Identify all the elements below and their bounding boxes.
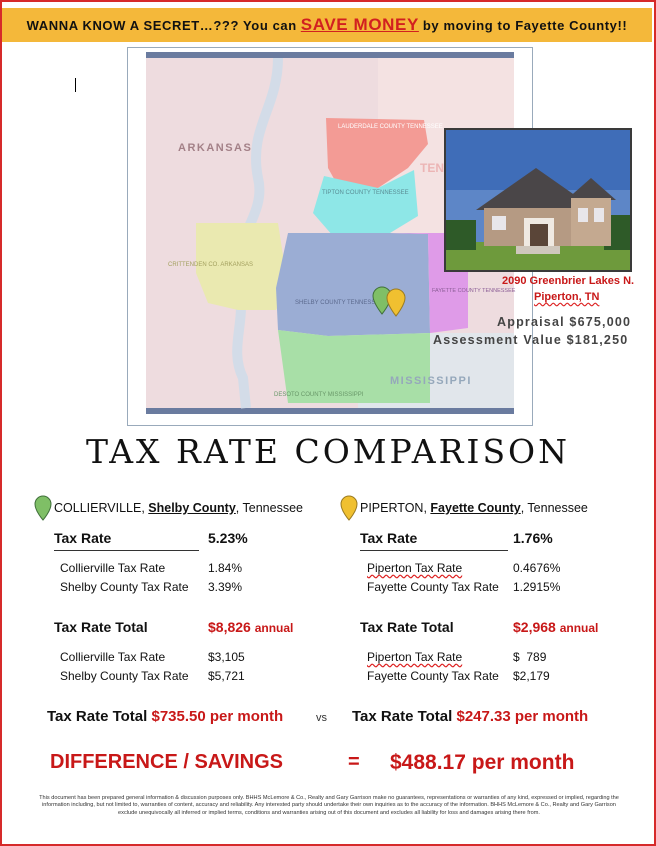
- right-monthly-total: Tax Rate Total $247.33 per month: [352, 708, 588, 725]
- equals-sign: =: [348, 751, 360, 773]
- label-shelby: SHELBY COUNTY TENNESSEE: [295, 300, 383, 306]
- label-tenn: TEN: [420, 161, 444, 175]
- house-image: [446, 130, 630, 270]
- left-monthly-value: $735.50 per month: [151, 708, 284, 725]
- banner-highlight: SAVE MONEY: [300, 15, 419, 34]
- address-line1: 2090 Greenbrier Lakes N.: [502, 275, 635, 287]
- left-rate-value-1: 1.84%: [208, 561, 243, 575]
- banner-suffix: by moving to Fayette County!!: [422, 17, 628, 33]
- right-amount-label-1-text: Piperton Tax Rate: [367, 650, 463, 664]
- right-amount-label-1: Piperton Tax Rate: [367, 650, 462, 664]
- page-title: TAX RATE COMPARISON: [85, 432, 570, 471]
- versus-label: vs: [316, 712, 327, 724]
- right-divider: [360, 550, 508, 551]
- left-county: Shelby County: [148, 501, 236, 515]
- right-rate-label-1: Piperton Tax Rate: [367, 561, 462, 575]
- left-rate-label-2: Shelby County Tax Rate: [60, 580, 189, 594]
- assessment-value: Assessment Value $181,250: [433, 333, 629, 347]
- label-desoto: DESOTO COUNTY MISSISSIPPI: [274, 392, 364, 398]
- right-rate-value-2: 1.2915%: [513, 580, 561, 594]
- right-amount-label-2: Fayette County Tax Rate: [367, 669, 499, 683]
- label-tipton: TIPTON COUNTY TENNESSEE: [322, 190, 409, 196]
- left-city: COLLIERVILLE,: [54, 501, 145, 515]
- address-line2: Piperton, TN: [534, 291, 600, 303]
- left-monthly-total: Tax Rate Total $735.50 per month: [47, 708, 283, 725]
- left-tax-rate-value: 5.23%: [208, 530, 248, 546]
- left-location: COLLIERVILLE, Shelby County, Tennessee: [34, 495, 303, 521]
- right-location: PIPERTON, Fayette County, Tennessee: [340, 495, 588, 521]
- text-cursor: [75, 78, 76, 92]
- left-amount-value-2: $5,721: [208, 669, 245, 683]
- left-total-label: Tax Rate Total: [54, 619, 148, 635]
- label-crittenden: CRITTENDEN CO. ARKANSAS: [168, 262, 253, 268]
- right-monthly-label: Tax Rate Total: [352, 708, 453, 725]
- label-arkansas: ARKANSAS: [178, 142, 252, 154]
- right-rate-value-1: 0.4676%: [513, 561, 561, 575]
- right-rate-label-1-text: Piperton Tax Rate: [367, 561, 463, 575]
- left-monthly-label: Tax Rate Total: [47, 708, 148, 725]
- left-amount-label-1: Collierville Tax Rate: [60, 650, 166, 664]
- left-amount-label-2: Shelby County Tax Rate: [60, 669, 189, 683]
- promo-banner: WANNA KNOW A SECRET…??? You can SAVE MON…: [2, 8, 652, 42]
- label-lauderdale: LAUDERDALE COUNTY TENNESSEE: [338, 124, 443, 130]
- banner-prefix: WANNA KNOW A SECRET…??? You can: [26, 17, 297, 33]
- right-total-amount: $2,968: [513, 619, 556, 635]
- left-total-amount: $8,826: [208, 619, 251, 635]
- pin-yellow-icon: [386, 288, 406, 317]
- right-city: PIPERTON,: [360, 501, 427, 515]
- pin-yellow-icon: [340, 495, 358, 521]
- right-amount-value-1: $ 789: [513, 650, 547, 664]
- right-monthly-value: $247.33 per month: [456, 708, 589, 725]
- right-amount-value-2: $2,179: [513, 669, 550, 683]
- left-rate-value-2: 3.39%: [208, 580, 243, 594]
- pin-green-icon: [34, 495, 52, 521]
- left-divider: [54, 550, 199, 551]
- difference-value: $488.17 per month: [390, 751, 575, 774]
- right-tax-rate-value: 1.76%: [513, 530, 553, 546]
- disclaimer: This document has been prepared general …: [39, 795, 619, 816]
- label-fayette: FAYETTE COUNTY TENNESSEE: [432, 288, 516, 294]
- right-rate-label-2: Fayette County Tax Rate: [367, 580, 499, 594]
- right-state: , Tennessee: [520, 501, 588, 515]
- right-total-label: Tax Rate Total: [360, 619, 454, 635]
- left-total-annual: $8,826 annual: [208, 619, 293, 635]
- label-mississippi: MISSISSIPPI: [390, 375, 472, 387]
- left-state: , Tennessee: [235, 501, 303, 515]
- left-amount-value-1: $3,105: [208, 650, 245, 664]
- left-rate-label-1: Collierville Tax Rate: [60, 561, 166, 575]
- right-county: Fayette County: [430, 501, 521, 515]
- right-total-annual: $2,968 annual: [513, 619, 598, 635]
- left-tax-rate-label: Tax Rate: [54, 530, 112, 546]
- house-photo: [444, 128, 632, 272]
- right-tax-rate-label: Tax Rate: [360, 530, 418, 546]
- left-total-unit: annual: [254, 621, 294, 635]
- difference-label: DIFFERENCE / SAVINGS: [50, 751, 283, 773]
- right-total-unit: annual: [559, 621, 599, 635]
- appraisal-value: Appraisal $675,000: [497, 315, 632, 329]
